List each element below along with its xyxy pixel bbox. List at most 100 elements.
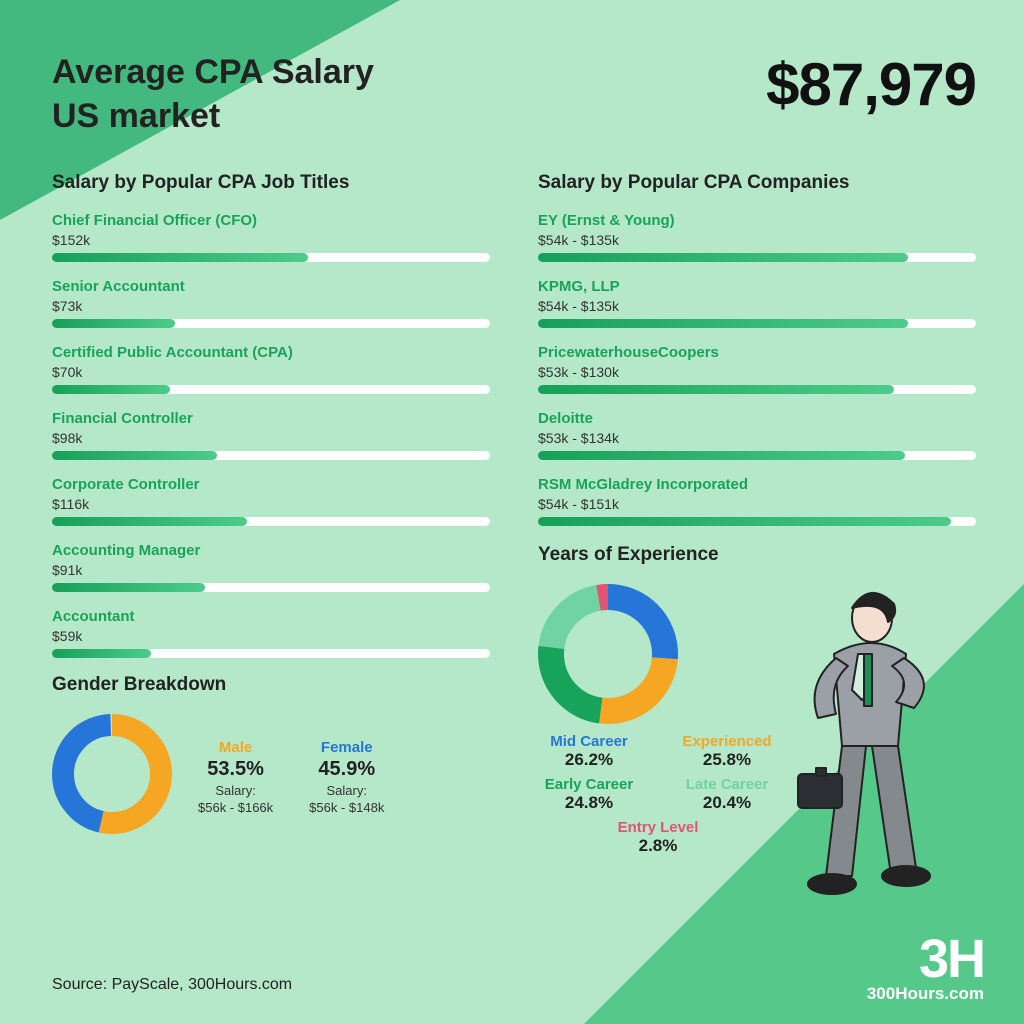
headline-salary: $87,979 (766, 50, 976, 119)
yoe-heading: Years of Experience (538, 544, 976, 566)
bar-name: Corporate Controller (52, 476, 490, 493)
source-text: Source: PayScale, 300Hours.com (52, 976, 292, 994)
gender-salary: $56k - $148k (309, 800, 384, 815)
bar-value: $54k - $135k (538, 298, 976, 314)
bar-value: $116k (52, 496, 490, 512)
bar-fill (52, 649, 151, 658)
bar-fill (52, 583, 205, 592)
bar-value: $53k - $130k (538, 364, 976, 380)
brand-logo: 3H 300Hours.com (867, 928, 984, 1004)
bar-value: $59k (52, 628, 490, 644)
gender-salary-caption: Salary: (198, 783, 273, 798)
bar-name: Financial Controller (52, 410, 490, 427)
gender-label: Female (309, 739, 384, 756)
page-title: Average CPA Salary US market (52, 50, 374, 138)
yoe-legend-item: Early Career24.8% (534, 776, 644, 813)
col-job-titles: Salary by Popular CPA Job Titles Chief F… (52, 172, 490, 856)
bar-value: $54k - $135k (538, 232, 976, 248)
bar-item: Senior Accountant $73k (52, 278, 490, 328)
bar-track (538, 253, 976, 262)
bar-fill (52, 319, 175, 328)
bar-fill (52, 517, 247, 526)
bar-name: KPMG, LLP (538, 278, 976, 295)
bar-fill (538, 253, 908, 262)
bar-name: Accounting Manager (52, 542, 490, 559)
bar-value: $98k (52, 430, 490, 446)
yoe-legend-item: Entry Level2.8% (603, 819, 713, 856)
bar-fill (52, 451, 217, 460)
companies-list: EY (Ernst & Young) $54k - $135k KPMG, LLP $… (538, 212, 976, 526)
bar-name: Deloitte (538, 410, 976, 427)
bar-item: EY (Ernst & Young) $54k - $135k (538, 212, 976, 262)
bar-value: $53k - $134k (538, 430, 976, 446)
bar-track (538, 319, 976, 328)
bar-value: $73k (52, 298, 490, 314)
bar-track (52, 451, 490, 460)
bar-value: $70k (52, 364, 490, 380)
logo-big: 3H (867, 928, 984, 990)
yoe-pct: 26.2% (534, 750, 644, 770)
bar-fill (538, 517, 951, 526)
bar-item: Accounting Manager $91k (52, 542, 490, 592)
title-line-2: US market (52, 94, 374, 138)
yoe-label: Mid Career (534, 733, 644, 750)
jobs-list: Chief Financial Officer (CFO) $152k Senior… (52, 212, 490, 658)
bar-fill (538, 385, 894, 394)
bar-item: Financial Controller $98k (52, 410, 490, 460)
gender-pct: 53.5% (198, 758, 273, 781)
bar-track (52, 319, 490, 328)
bar-value: $91k (52, 562, 490, 578)
bar-fill (52, 385, 170, 394)
bar-value: $54k - $151k (538, 496, 976, 512)
bar-track (538, 451, 976, 460)
header: Average CPA Salary US market $87,979 (52, 50, 976, 138)
companies-heading: Salary by Popular CPA Companies (538, 172, 976, 194)
yoe-legend: Mid Career26.2%Experienced25.8%Early Car… (528, 733, 788, 856)
gender-heading: Gender Breakdown (52, 674, 490, 696)
bar-name: PricewaterhouseCoopers (538, 344, 976, 361)
bar-item: Deloitte $53k - $134k (538, 410, 976, 460)
gender-stat: Male 53.5% Salary: $56k - $166k (198, 739, 273, 815)
businessman-illustration (754, 584, 954, 914)
yoe-donut-chart (538, 584, 678, 729)
bar-track (52, 649, 490, 658)
title-line-1: Average CPA Salary (52, 50, 374, 94)
bar-item: RSM McGladrey Incorporated $54k - $151k (538, 476, 976, 526)
bar-fill (52, 253, 308, 262)
yoe-label: Entry Level (603, 819, 713, 836)
bar-item: PricewaterhouseCoopers $53k - $130k (538, 344, 976, 394)
gender-pct: 45.9% (309, 758, 384, 781)
bar-item: Corporate Controller $116k (52, 476, 490, 526)
logo-small: 300Hours.com (867, 984, 984, 1004)
bar-name: Senior Accountant (52, 278, 490, 295)
bar-item: Certified Public Accountant (CPA) $70k (52, 344, 490, 394)
bar-track (538, 517, 976, 526)
gender-stat: Female 45.9% Salary: $56k - $148k (309, 739, 384, 815)
bar-track (52, 253, 490, 262)
gender-label: Male (198, 739, 273, 756)
bar-name: RSM McGladrey Incorporated (538, 476, 976, 493)
gender-donut-chart (52, 714, 172, 839)
bar-track (52, 385, 490, 394)
bar-item: Chief Financial Officer (CFO) $152k (52, 212, 490, 262)
gender-salary-caption: Salary: (309, 783, 384, 798)
gender-salary: $56k - $166k (198, 800, 273, 815)
bar-track (52, 517, 490, 526)
yoe-pct: 24.8% (534, 793, 644, 813)
gender-stats: Male 53.5% Salary: $56k - $166k Female 45.9% S… (198, 739, 384, 815)
bar-item: Accountant $59k (52, 608, 490, 658)
bar-name: Chief Financial Officer (CFO) (52, 212, 490, 229)
bar-item: KPMG, LLP $54k - $135k (538, 278, 976, 328)
gender-block: Male 53.5% Salary: $56k - $166k Female 45.9% S… (52, 714, 490, 839)
bar-value: $152k (52, 232, 490, 248)
yoe-pct: 2.8% (603, 836, 713, 856)
jobs-heading: Salary by Popular CPA Job Titles (52, 172, 490, 194)
bar-name: EY (Ernst & Young) (538, 212, 976, 229)
bar-track (52, 583, 490, 592)
bar-track (538, 385, 976, 394)
bar-name: Accountant (52, 608, 490, 625)
bar-fill (538, 319, 908, 328)
yoe-label: Early Career (534, 776, 644, 793)
bar-name: Certified Public Accountant (CPA) (52, 344, 490, 361)
yoe-legend-item: Mid Career26.2% (534, 733, 644, 770)
